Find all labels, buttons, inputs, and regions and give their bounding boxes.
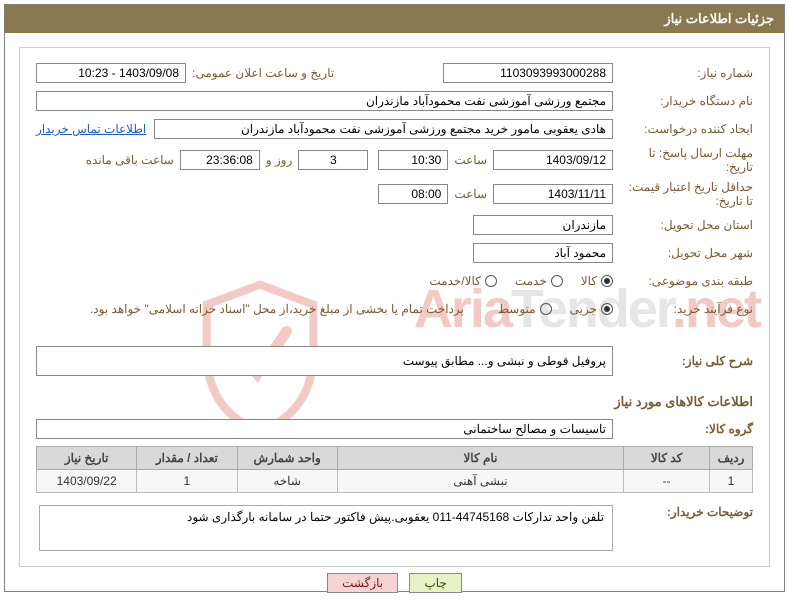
row-goods-group: گروه کالا: تاسیسات و مصالح ساختمانی — [36, 418, 753, 440]
lbl-city: شهر محل تحویل: — [613, 246, 753, 260]
row-process-type: نوع فرآیند خرید: جزیی متوسط پرداخت تمام ی… — [36, 298, 753, 320]
field-city: محمود آباد — [473, 243, 613, 263]
lbl-validity: حداقل تاریخ اعتبار قیمت: تا تاریخ: — [613, 180, 753, 208]
subject-radio-label-2: کالا/خدمت — [415, 274, 480, 288]
goods-table: ردیفکد کالانام کالاواحد شمارشتعداد / مقد… — [36, 446, 753, 493]
row-deadline: مهلت ارسال پاسخ: تا تاریخ: 1403/09/12 سا… — [36, 146, 753, 174]
row-buyer-org: نام دستگاه خریدار: مجتمع ورزشی آموزشی نف… — [36, 90, 753, 112]
subject-radio-0[interactable] — [601, 275, 613, 287]
process-radio-label-1: متوسط — [484, 302, 536, 316]
td-4: 1 — [137, 470, 237, 493]
row-buyer-notes: توضیحات خریدار: تلفن واحد تدارکات 447451… — [36, 505, 753, 551]
lbl-process-type: نوع فرآیند خرید: — [613, 302, 753, 316]
button-row: چاپ بازگشت — [5, 573, 784, 593]
process-radio-1[interactable] — [540, 303, 552, 315]
th-3: واحد شمارش — [237, 447, 337, 470]
lbl-goods-group: گروه کالا: — [613, 422, 753, 436]
field-deadline-time: 10:30 — [378, 150, 448, 170]
field-main-desc: پروفیل قوطی و نبشی و... مطابق پیوست — [36, 346, 613, 376]
contact-link[interactable]: اطلاعات تماس خریدار — [36, 122, 154, 136]
back-button[interactable]: بازگشت — [327, 573, 398, 593]
row-validity: حداقل تاریخ اعتبار قیمت: تا تاریخ: 1403/… — [36, 180, 753, 208]
row-province: استان محل تحویل: مازندران — [36, 214, 753, 236]
field-requester: هادی یعقوبی مامور خرید مجتمع ورزشی آموزش… — [154, 119, 613, 139]
lbl-publish-dt: تاریخ و ساعت اعلان عمومی: — [186, 66, 340, 80]
section-goods-info: اطلاعات کالاهای مورد نیاز — [36, 394, 753, 410]
page-container: جزئیات اطلاعات نیاز AriaTender.net شماره… — [4, 4, 785, 592]
lbl-hour-2: ساعت — [448, 187, 493, 201]
subject-radio-1[interactable] — [551, 275, 563, 287]
td-2: نبشی آهنی — [337, 470, 623, 493]
field-publish-dt: 1403/09/08 - 10:23 — [36, 63, 186, 83]
process-radio-label-0: جزیی — [556, 302, 597, 316]
subject-radio-label-0: کالا — [567, 274, 597, 288]
row-need-no: شماره نیاز: 1103093993000288 تاریخ و ساع… — [36, 62, 753, 84]
field-need-no: 1103093993000288 — [443, 63, 613, 83]
field-validity-date: 1403/11/11 — [493, 184, 613, 204]
field-buyer-org: مجتمع ورزشی آموزشی نفت محمودآباد مازندرا… — [36, 91, 613, 111]
th-2: نام کالا — [337, 447, 623, 470]
td-5: 1403/09/22 — [37, 470, 137, 493]
table-row: 1--نبشی آهنیشاخه11403/09/22 — [37, 470, 753, 493]
lbl-need-no: شماره نیاز: — [613, 66, 753, 80]
td-1: -- — [624, 470, 710, 493]
subject-radio-2[interactable] — [485, 275, 497, 287]
th-1: کد کالا — [624, 447, 710, 470]
row-city: شهر محل تحویل: محمود آباد — [36, 242, 753, 264]
field-validity-time: 08:00 — [378, 184, 448, 204]
row-main-desc: شرح کلی نیاز: پروفیل قوطی و نبشی و... مط… — [36, 346, 753, 376]
field-remaining-days: 3 — [298, 150, 368, 170]
content-area: AriaTender.net شماره نیاز: 1103093993000… — [19, 47, 770, 567]
lbl-remaining: ساعت باقی مانده — [80, 153, 180, 167]
lbl-province: استان محل تحویل: — [613, 218, 753, 232]
field-buyer-notes: تلفن واحد تدارکات 44745168-011 یعقوبی.پی… — [39, 505, 613, 551]
field-deadline-date: 1403/09/12 — [493, 150, 613, 170]
row-subject-cat: طبقه بندی موضوعی: کالا خدمت کالا/خدمت — [36, 270, 753, 292]
lbl-main-desc: شرح کلی نیاز: — [613, 354, 753, 368]
lbl-days-and: روز و — [260, 153, 299, 167]
th-4: تعداد / مقدار — [137, 447, 237, 470]
lbl-buyer-org: نام دستگاه خریدار: — [613, 94, 753, 108]
td-3: شاخه — [237, 470, 337, 493]
process-radio-group: جزیی متوسط — [484, 302, 613, 316]
lbl-deadline: مهلت ارسال پاسخ: تا تاریخ: — [613, 146, 753, 174]
th-5: تاریخ نیاز — [37, 447, 137, 470]
lbl-subject-cat: طبقه بندی موضوعی: — [613, 274, 753, 288]
subject-radio-group: کالا خدمت کالا/خدمت — [415, 274, 613, 288]
process-note: پرداخت تمام یا بخشی از مبلغ خرید،از محل … — [90, 302, 464, 316]
th-0: ردیف — [710, 447, 753, 470]
field-province: مازندران — [473, 215, 613, 235]
lbl-requester: ایجاد کننده درخواست: — [613, 122, 753, 136]
field-goods-group: تاسیسات و مصالح ساختمانی — [36, 419, 613, 439]
subject-radio-label-1: خدمت — [501, 274, 547, 288]
row-requester: ایجاد کننده درخواست: هادی یعقوبی مامور خ… — [36, 118, 753, 140]
header-title: جزئیات اطلاعات نیاز — [664, 11, 774, 26]
lbl-hour-1: ساعت — [448, 153, 493, 167]
td-0: 1 — [710, 470, 753, 493]
lbl-buyer-notes: توضیحات خریدار: — [613, 505, 753, 519]
process-radio-0[interactable] — [601, 303, 613, 315]
header-bar: جزئیات اطلاعات نیاز — [5, 5, 784, 33]
field-remaining-hms: 23:36:08 — [180, 150, 260, 170]
print-button[interactable]: چاپ — [409, 573, 461, 593]
